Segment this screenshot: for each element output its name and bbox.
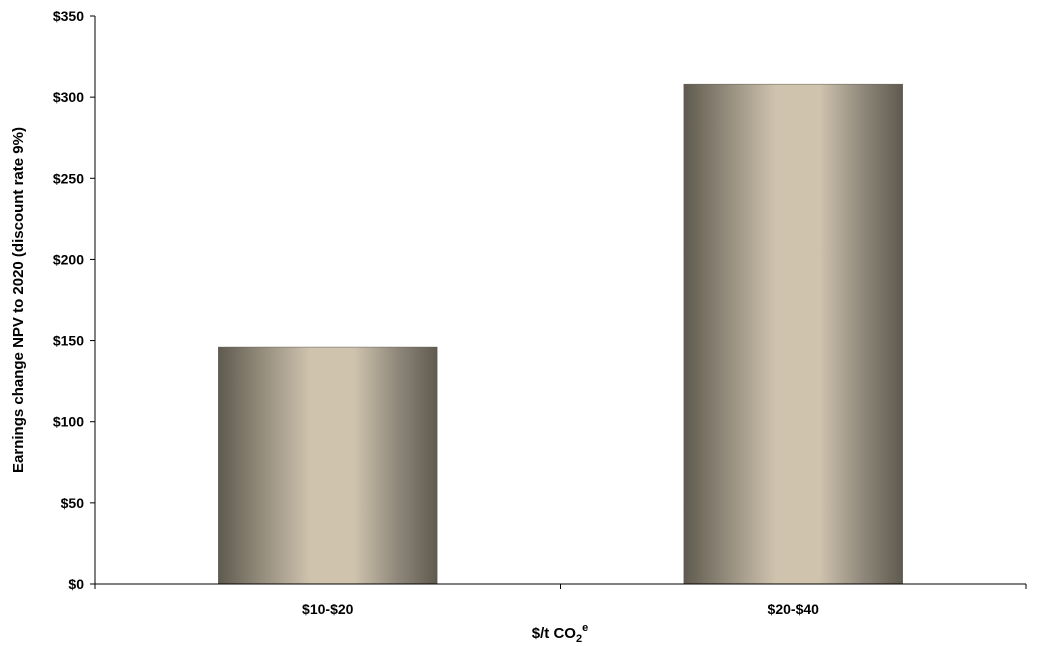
y-tick-label: $50 <box>61 495 85 511</box>
x-tick-label: $20-$40 <box>768 601 820 617</box>
y-tick-label: $200 <box>53 251 84 267</box>
y-tick-label: $0 <box>68 576 84 592</box>
y-tick-label: $250 <box>53 170 84 186</box>
y-tick-label: $100 <box>53 414 84 430</box>
x-tick-label: $10-$20 <box>302 601 354 617</box>
y-tick-label: $300 <box>53 89 84 105</box>
y-ticks: $0 $50 $100 $150 $200 $250 $300 $350 <box>53 8 95 592</box>
x-axis-title-superscript: e <box>582 622 588 634</box>
x-axis-title-subscript: 2 <box>576 633 582 645</box>
x-axis-title: $/t CO2e <box>532 622 588 645</box>
y-tick-label: $350 <box>53 8 84 24</box>
y-tick-label: $150 <box>53 333 84 349</box>
bar-2 <box>684 84 903 584</box>
y-axis-title: Earnings change NPV to 2020 (discount ra… <box>10 127 27 473</box>
x-ticks: $10-$20 $20-$40 <box>95 584 1026 617</box>
bar-1 <box>218 347 437 584</box>
x-axis-title-main: $/t CO <box>532 625 577 642</box>
bars <box>218 84 902 584</box>
